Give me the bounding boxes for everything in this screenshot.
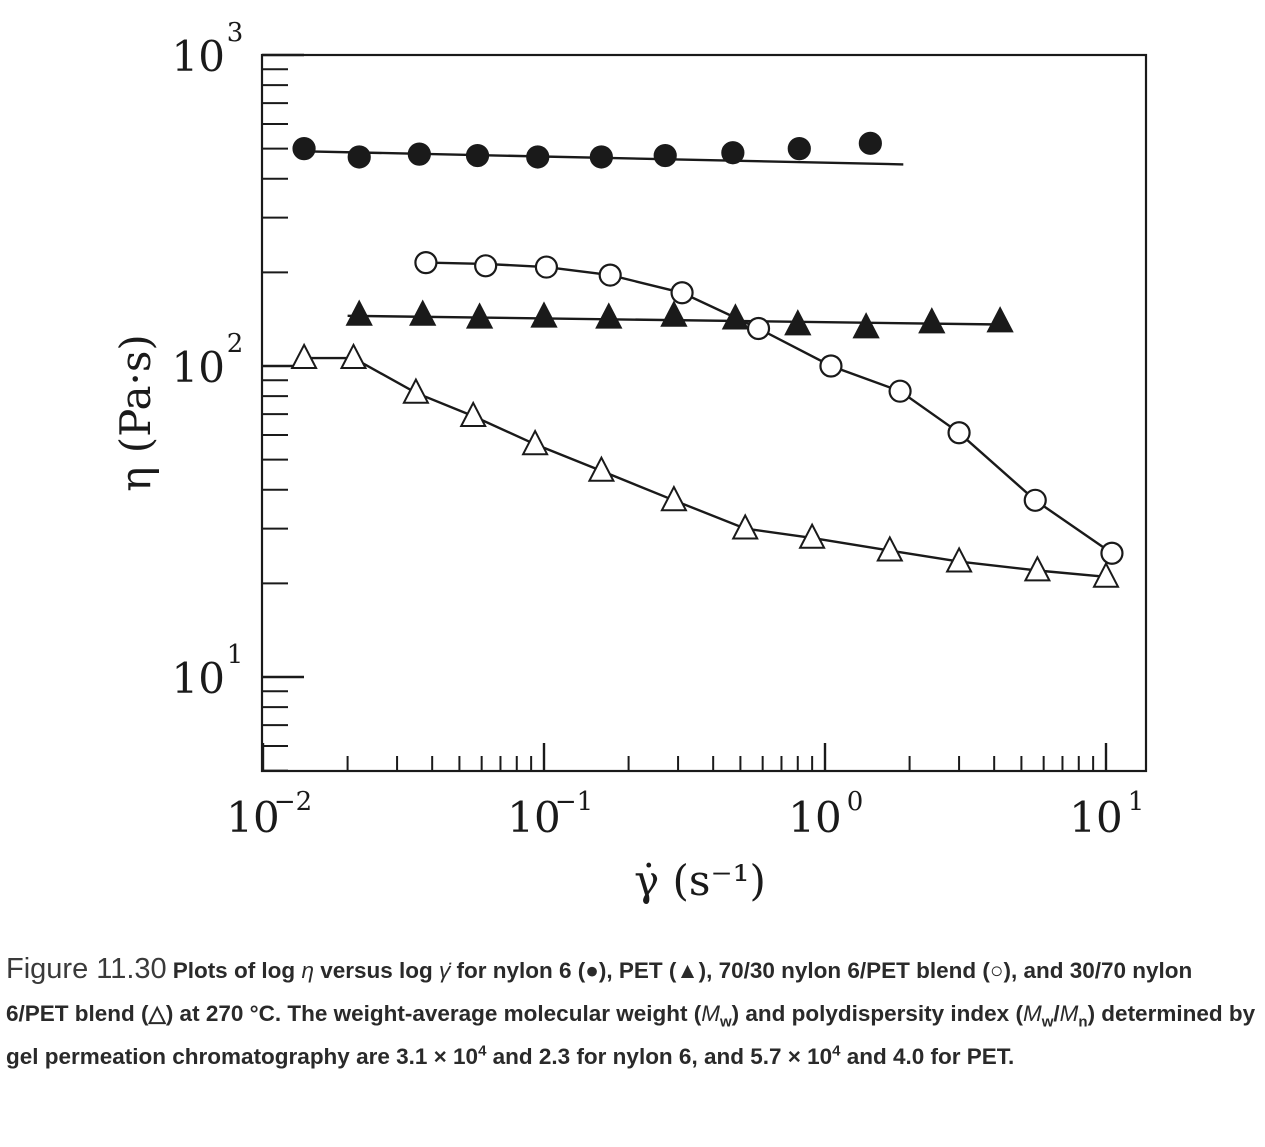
series-3-point [918,307,946,334]
series-4-point [587,455,616,482]
caption-sup: 4 [478,1042,487,1060]
series-1-point [292,137,316,161]
x-tick-exponent: −2 [274,787,312,817]
series-3-point [784,309,812,336]
series-1-point [721,141,745,165]
series-4-fit-line [304,356,1107,578]
caption-mw: M [701,1001,720,1026]
series-4-point [459,400,487,427]
series-2-point [888,379,912,403]
series-1-point [858,131,882,155]
series-2-point [1023,488,1047,512]
x-tick-label: 10 [226,793,279,842]
caption-text: versus log [313,958,439,983]
x-tick-labels: 10−2 10−1 10 0 10 1 [226,787,1144,842]
x-tick-label: 10 [1069,793,1122,842]
y-tick-exponent: 2 [227,329,244,359]
series-4-point [521,428,549,456]
caption-text: ) determined by gel permeation chromatog… [6,1001,1256,1069]
series-4-point [945,546,973,573]
series-4-point [1023,555,1052,582]
series-3-point [345,299,373,326]
x-tick-exponent: −1 [555,787,593,817]
series-3-point [986,306,1014,333]
series-4-point [731,513,759,540]
major-ticks [261,53,1108,771]
caption-text: and 4.0 for PET. [840,1044,1015,1069]
caption-text: Plots of log [172,958,302,983]
series-3-point [721,303,750,330]
series-4-point [798,522,826,549]
series-2-point [819,354,843,378]
y-axis-title: η (Pa·s) [111,334,160,492]
figure-caption: Figure 11.30 Plots of log η versus log γ̇… [6,948,1261,1078]
series-3-point [852,312,880,339]
data-markers [290,131,1124,588]
series-4-point [290,342,318,369]
series-2-point [414,251,438,275]
series-2-point [746,316,771,341]
caption-text: ) and polydispersity index ( [731,1001,1023,1026]
y-tick-exponent: 1 [227,640,244,670]
caption-text: and 2.3 for nylon 6, and 5.7 × 10 [486,1044,833,1069]
y-tick-label: 10 [172,343,225,392]
series-3-point [409,299,437,326]
series-3-point [660,300,688,327]
series-3-point [530,301,558,328]
series-1-point [347,145,371,169]
series-4-point [1092,561,1120,588]
series-1-point [787,137,811,161]
caption-sub: w [1041,1013,1054,1031]
series-2-point [534,255,559,279]
series-3-point [595,302,623,329]
series-4-point [660,484,688,512]
caption-text: for nylon 6 (●), PET (▲), 70/30 nylon 6/… [6,958,1193,1026]
series-1-point [653,143,677,168]
series-2-point [598,263,622,287]
series-4-point [876,535,904,562]
caption-sub: w [719,1013,732,1031]
y-tick-label: 10 [172,654,225,703]
caption-mw: M [1022,1001,1042,1026]
caption-mn: M [1059,1001,1079,1026]
y-tick-exponent: 3 [227,18,244,48]
figure-label: Figure 11.30 [6,953,167,985]
series-2-point [1100,541,1124,565]
series-2-point [670,281,694,305]
caption-sup: 4 [832,1042,841,1060]
series-1-point [465,143,490,168]
x-tick-label: 10 [788,793,841,842]
minor-ticks [262,68,1095,772]
series-4-point [402,377,430,404]
series-1-point [526,145,550,169]
series-4-point [339,342,368,369]
series-1-point [407,142,431,166]
caption-eta: η [301,958,314,983]
x-axis-title: γ̇ (s⁻¹) [634,856,766,905]
series-1-point [589,145,613,169]
caption-gammadot: γ̇ [438,958,451,983]
caption-text: / [1053,1001,1060,1026]
x-tick-exponent: 0 [847,787,864,817]
series-2-point [474,254,498,278]
y-tick-label: 10 [172,32,225,81]
plot-frame [260,53,1148,773]
series-2-point [947,421,971,445]
x-tick-exponent: 1 [1128,787,1145,817]
x-tick-label: 10 [507,793,560,842]
series-3-point [465,302,494,329]
series-2-fit-line [425,261,1113,555]
caption-sub: n [1078,1013,1088,1031]
fit-lines [304,150,1113,578]
